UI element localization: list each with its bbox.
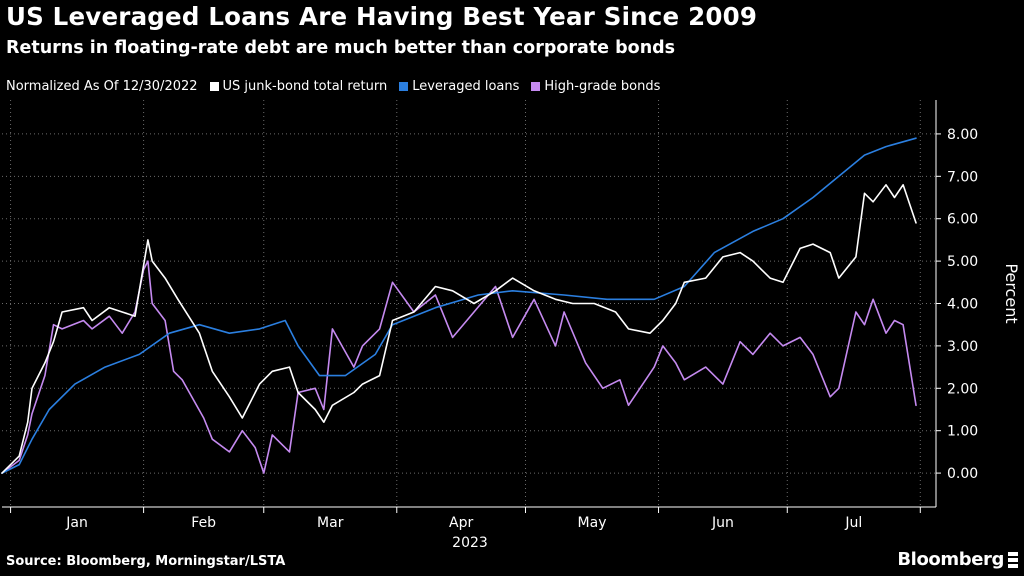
legend-swatch-highgrade	[531, 81, 541, 91]
y-tick-label: 3.00	[947, 339, 978, 355]
legend: Normalized As Of 12/30/2022 US junk-bond…	[6, 77, 672, 95]
y-tick-label: 2.00	[947, 381, 978, 397]
y-tick-label: 4.00	[947, 297, 978, 313]
x-tick-label: May	[578, 515, 607, 531]
chart-title: US Leveraged Loans Are Having Best Year …	[6, 2, 758, 31]
junk-bond-line	[1, 184, 917, 474]
x-tick-label: Jul	[844, 515, 862, 531]
legend-label-loans: Leveraged loans	[412, 78, 520, 94]
legend-swatch-loans	[399, 81, 409, 91]
brand-name: Bloomberg	[897, 549, 1004, 570]
x-tick-label: Jan	[65, 515, 88, 531]
x-tick-label: Feb	[191, 515, 216, 531]
legend-label-junk: US junk-bond total return	[222, 78, 388, 94]
y-axis-label: Percent	[1002, 263, 1021, 323]
source-note: Source: Bloomberg, Morningstar/LSTA	[6, 554, 286, 569]
y-tick-label: 7.00	[947, 169, 978, 185]
legend-swatch-junk	[209, 81, 219, 91]
bloomberg-logo: Bloomberg	[897, 549, 1018, 570]
y-tick-label: 0.00	[947, 466, 978, 482]
x-tick-label: Mar	[317, 515, 344, 531]
x-tick-label: Jun	[711, 515, 734, 531]
legend-item-junk: US junk-bond total return	[209, 78, 388, 94]
y-tick-label: 8.00	[947, 127, 978, 143]
legend-item-highgrade: High-grade bonds	[531, 79, 660, 94]
y-tick-label: 1.00	[947, 424, 978, 440]
leveraged-loans-line	[1, 137, 917, 474]
x-tick-label: Apr	[449, 515, 473, 531]
y-tick-label: 5.00	[947, 254, 978, 270]
legend-label-highgrade: High-grade bonds	[544, 78, 661, 94]
legend-item-loans: Leveraged loans	[399, 79, 519, 94]
chart-subtitle: Returns in floating-rate debt are much b…	[6, 38, 676, 58]
x-axis-label: 2023	[452, 535, 488, 551]
brand-mark-icon	[1008, 551, 1018, 568]
legend-note: Normalized As Of 12/30/2022	[6, 78, 198, 94]
y-tick-label: 6.00	[947, 212, 978, 228]
